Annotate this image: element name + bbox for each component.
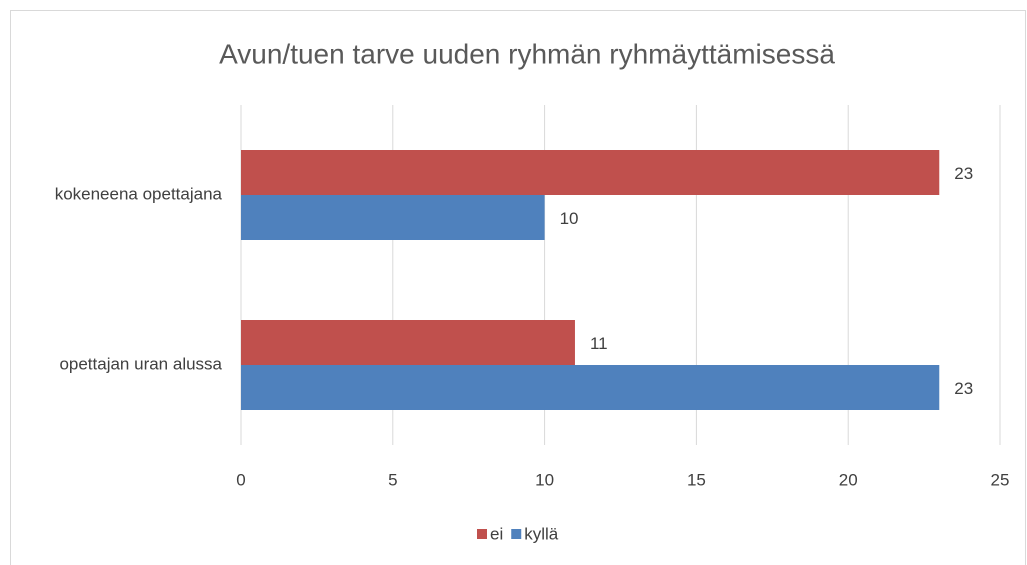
bar bbox=[241, 150, 940, 195]
bar bbox=[241, 320, 575, 365]
legend-swatch bbox=[511, 529, 522, 539]
x-tick-label: 20 bbox=[839, 470, 858, 489]
chart-title: Avun/tuen tarve uuden ryhmän ryhmäyttämi… bbox=[219, 38, 835, 69]
legend-label: kyllä bbox=[524, 524, 559, 543]
data-label: 11 bbox=[590, 334, 608, 353]
x-tick-label: 15 bbox=[687, 470, 706, 489]
x-tick-label: 10 bbox=[535, 470, 554, 489]
bar bbox=[241, 195, 545, 240]
legend-swatch bbox=[477, 529, 487, 539]
data-label: 23 bbox=[954, 164, 973, 183]
x-tick-label: 0 bbox=[236, 470, 245, 489]
bar bbox=[241, 365, 940, 410]
y-tick-label: kokeneena opettajana bbox=[55, 184, 223, 203]
chart-border bbox=[10, 10, 1026, 565]
data-label: 10 bbox=[560, 209, 579, 228]
x-tick-label: 5 bbox=[388, 470, 397, 489]
y-tick-label: opettajan uran alussa bbox=[59, 354, 222, 373]
data-label: 23 bbox=[954, 379, 973, 398]
legend-label: ei bbox=[490, 524, 503, 543]
x-tick-label: 25 bbox=[991, 470, 1010, 489]
